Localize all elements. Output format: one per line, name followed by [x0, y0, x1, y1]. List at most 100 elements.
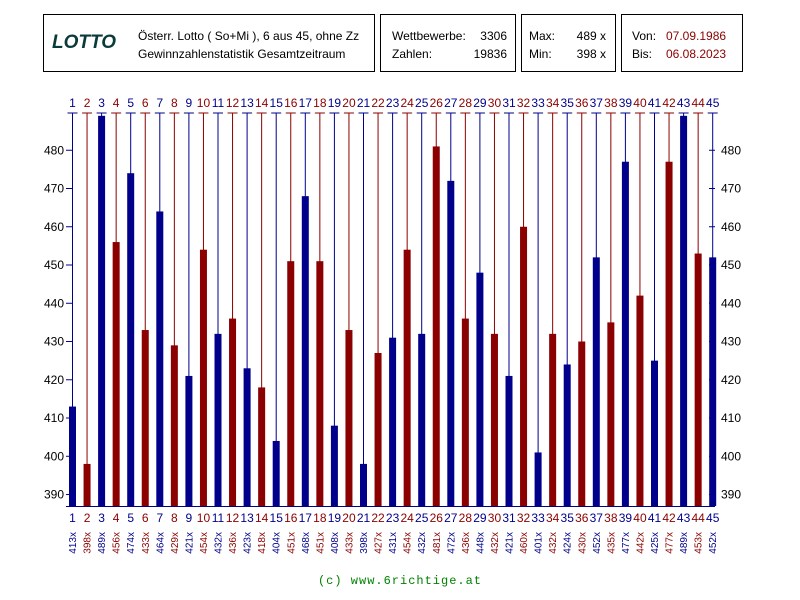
y-tick-label-right: 430: [721, 335, 741, 349]
value-label: 436x: [228, 532, 239, 554]
value-label: 433x: [344, 532, 355, 554]
bar-15: [272, 440, 280, 506]
value-label: 431x: [388, 532, 399, 554]
category-label-top: 28: [459, 96, 473, 110]
category-label-top: 19: [328, 96, 342, 110]
value-label: 421x: [184, 532, 195, 554]
category-label-bottom: 33: [531, 511, 545, 525]
value-label: 489x: [97, 532, 108, 554]
bar-14: [258, 387, 266, 506]
category-label-bottom: 36: [575, 511, 589, 525]
category-label-bottom: 6: [142, 511, 149, 525]
category-label-top: 11: [212, 96, 225, 110]
category-label-top: 15: [270, 96, 284, 110]
category-label-bottom: 21: [357, 511, 371, 525]
category-label-bottom: 18: [313, 511, 327, 525]
category-label-top: 17: [299, 96, 313, 110]
category-label-bottom: 29: [473, 511, 487, 525]
bar-43: [680, 115, 688, 506]
bar-22: [374, 352, 382, 506]
bar-25: [418, 333, 426, 506]
y-tick-label-right: 390: [721, 488, 741, 502]
category-label-bottom: 15: [270, 511, 284, 525]
value-label: 398x: [359, 532, 370, 554]
category-label-bottom: 41: [648, 511, 662, 525]
value-label: 430x: [577, 532, 588, 554]
category-label-top: 21: [357, 96, 371, 110]
value-label: 454x: [403, 532, 414, 554]
category-label-top: 36: [575, 96, 589, 110]
category-label-bottom: 34: [546, 511, 560, 525]
title-box: LOTTO Österr. Lotto ( So+Mi ), 6 aus 45,…: [43, 14, 375, 72]
bar-34: [549, 333, 557, 506]
y-tick-label-left: 430: [44, 335, 64, 349]
category-label-bottom: 30: [488, 511, 502, 525]
category-label-bottom: 38: [604, 511, 618, 525]
value-label: 436x: [461, 532, 472, 554]
category-label-top: 3: [98, 96, 105, 110]
category-label-top: 45: [706, 96, 720, 110]
value-label: 464x: [155, 532, 166, 554]
value-label: 432x: [214, 532, 225, 554]
y-tick-label-left: 410: [44, 411, 64, 425]
category-label-bottom: 45: [706, 511, 720, 525]
value-label: 423x: [243, 532, 254, 554]
value-label: 451x: [315, 532, 326, 554]
category-label-bottom: 5: [127, 511, 134, 525]
bar-4: [112, 242, 120, 506]
category-label-top: 30: [488, 96, 502, 110]
footer-copyright: (c) www.6richtige.at: [317, 574, 483, 588]
category-label-bottom: 27: [444, 511, 458, 525]
value-label: 481x: [432, 532, 443, 554]
category-label-bottom: 16: [284, 511, 298, 525]
value-label: 429x: [170, 532, 181, 554]
bis-value: 06.08.2023: [666, 47, 727, 61]
value-label: 401x: [534, 532, 545, 554]
category-label-bottom: 43: [677, 511, 691, 525]
bar-13: [243, 368, 251, 506]
bar-16: [287, 261, 295, 506]
category-label-bottom: 24: [400, 511, 414, 525]
category-label-top: 32: [517, 96, 531, 110]
category-label-top: 12: [226, 96, 240, 110]
category-label-bottom: 35: [561, 511, 575, 525]
category-label-bottom: 10: [197, 511, 211, 525]
bar-24: [403, 249, 411, 506]
category-label-top: 23: [386, 96, 400, 110]
y-tick-label-left: 470: [44, 182, 64, 196]
bar-18: [316, 261, 324, 506]
y-tick-label-left: 450: [44, 258, 64, 272]
category-label-bottom: 3: [98, 511, 105, 525]
y-tick-label-right: 460: [721, 220, 741, 234]
bar-12: [229, 318, 237, 506]
category-label-top: 2: [84, 96, 91, 110]
bar-40: [636, 295, 644, 506]
bar-35: [563, 364, 571, 506]
min-label: Min:: [529, 47, 552, 61]
bis-label: Bis:: [632, 47, 653, 61]
category-label-top: 18: [313, 96, 327, 110]
bar-38: [607, 322, 615, 506]
value-label: 418x: [257, 532, 268, 554]
value-label: 398x: [83, 532, 94, 554]
subtitle-line-2: Gewinnzahlenstatistik Gesamtzeitraum: [138, 47, 346, 61]
bar-36: [578, 341, 586, 506]
bar-17: [301, 196, 309, 506]
value-label: 432x: [417, 532, 428, 554]
category-label-bottom: 12: [226, 511, 240, 525]
value-label: 453x: [694, 532, 705, 554]
category-label-bottom: 13: [240, 511, 254, 525]
y-tick-label-right: 450: [721, 258, 741, 272]
category-label-top: 39: [619, 96, 633, 110]
y-tick-label-left: 420: [44, 373, 64, 387]
category-label-top: 9: [186, 96, 193, 110]
bar-45: [709, 257, 717, 506]
wettbewerbe-value: 3306: [480, 29, 507, 43]
category-label-top: 20: [342, 96, 356, 110]
bar-10: [199, 249, 207, 506]
bar-31: [505, 375, 513, 506]
category-label-top: 1: [69, 96, 76, 110]
value-label: 472x: [446, 532, 457, 554]
bar-6: [141, 330, 149, 506]
y-tick-label-left: 440: [44, 296, 64, 310]
